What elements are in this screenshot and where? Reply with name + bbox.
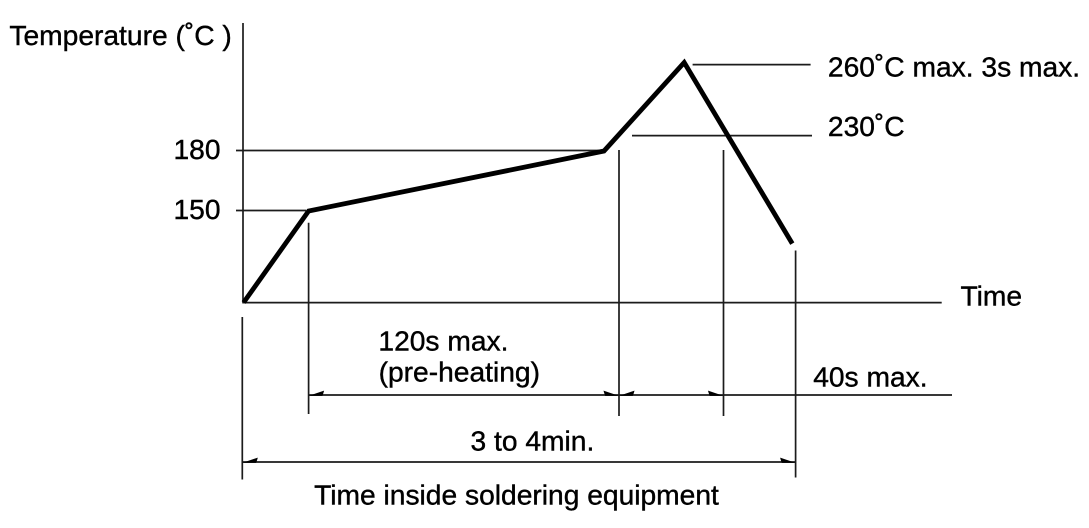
svg-text:Temperature (˚C ): Temperature (˚C ) — [9, 19, 231, 51]
svg-text:Time inside soldering equipmen: Time inside soldering equipment — [314, 478, 719, 510]
svg-text:260˚C max. 3s max.: 260˚C max. 3s max. — [828, 50, 1080, 82]
svg-text:180: 180 — [174, 133, 221, 165]
svg-text:(pre-heating): (pre-heating) — [379, 356, 540, 388]
svg-text:40s max.: 40s max. — [813, 361, 927, 393]
svg-text:150: 150 — [174, 193, 221, 225]
svg-text:230˚C: 230˚C — [828, 110, 905, 142]
svg-text:120s max.: 120s max. — [378, 324, 508, 356]
svg-text:Time: Time — [961, 280, 1023, 312]
svg-text:3 to 4min.: 3 to 4min. — [471, 424, 595, 456]
